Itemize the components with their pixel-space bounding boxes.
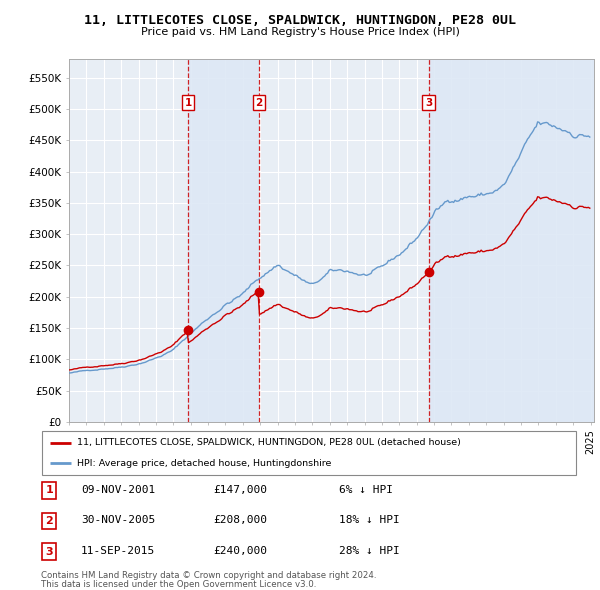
Text: 28% ↓ HPI: 28% ↓ HPI — [339, 546, 400, 556]
FancyBboxPatch shape — [42, 482, 56, 499]
Text: HPI: Average price, detached house, Huntingdonshire: HPI: Average price, detached house, Hunt… — [77, 458, 331, 467]
Text: Price paid vs. HM Land Registry's House Price Index (HPI): Price paid vs. HM Land Registry's House … — [140, 28, 460, 37]
Text: 18% ↓ HPI: 18% ↓ HPI — [339, 516, 400, 525]
Text: 3: 3 — [425, 97, 433, 107]
Text: 6% ↓ HPI: 6% ↓ HPI — [339, 485, 393, 494]
Bar — [428, 59, 594, 422]
Text: £147,000: £147,000 — [213, 485, 267, 494]
Text: This data is licensed under the Open Government Licence v3.0.: This data is licensed under the Open Gov… — [41, 579, 316, 589]
Text: 2: 2 — [255, 97, 262, 107]
FancyBboxPatch shape — [42, 543, 56, 560]
Text: £240,000: £240,000 — [213, 546, 267, 556]
Text: 11, LITTLECOTES CLOSE, SPALDWICK, HUNTINGDON, PE28 0UL (detached house): 11, LITTLECOTES CLOSE, SPALDWICK, HUNTIN… — [77, 438, 461, 447]
Bar — [188, 59, 259, 422]
Text: 1: 1 — [46, 486, 53, 495]
FancyBboxPatch shape — [42, 513, 56, 529]
Text: 09-NOV-2001: 09-NOV-2001 — [81, 485, 155, 494]
Text: 30-NOV-2005: 30-NOV-2005 — [81, 516, 155, 525]
Text: 1: 1 — [185, 97, 192, 107]
Text: 11-SEP-2015: 11-SEP-2015 — [81, 546, 155, 556]
Text: 11, LITTLECOTES CLOSE, SPALDWICK, HUNTINGDON, PE28 0UL: 11, LITTLECOTES CLOSE, SPALDWICK, HUNTIN… — [84, 14, 516, 27]
FancyBboxPatch shape — [42, 431, 576, 475]
Text: £208,000: £208,000 — [213, 516, 267, 525]
Text: 2: 2 — [46, 516, 53, 526]
Text: 3: 3 — [46, 547, 53, 556]
Text: Contains HM Land Registry data © Crown copyright and database right 2024.: Contains HM Land Registry data © Crown c… — [41, 571, 376, 580]
